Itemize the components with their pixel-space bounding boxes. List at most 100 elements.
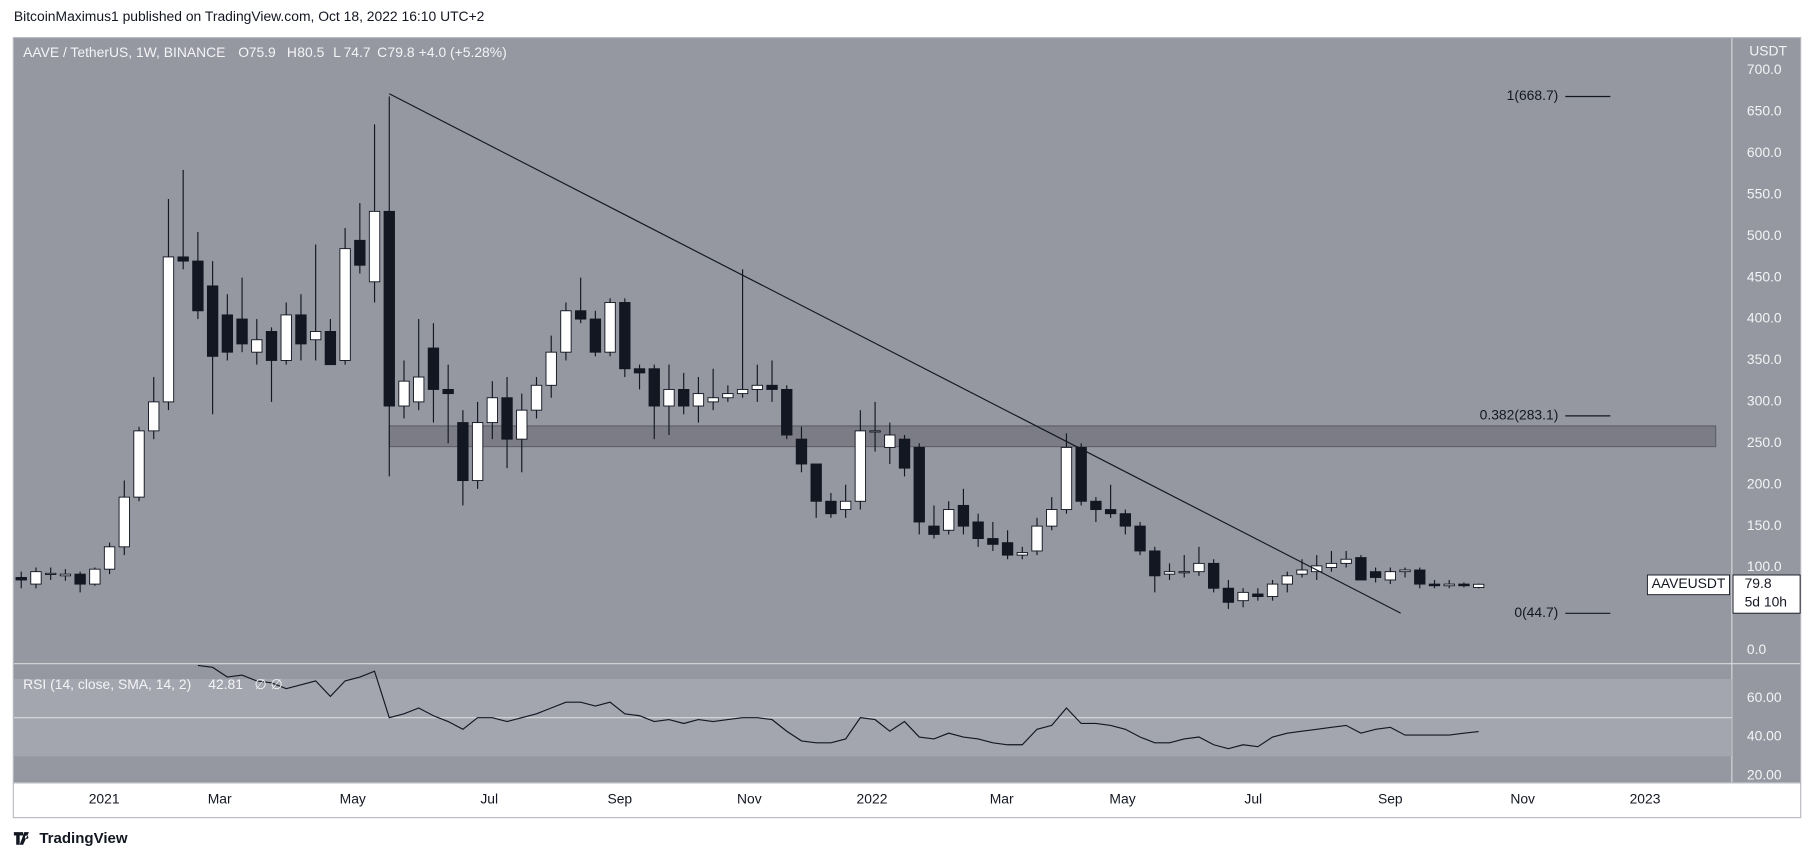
candle-body (413, 376, 425, 403)
candle-body (265, 331, 278, 361)
candle-body (236, 318, 248, 345)
candle-body (928, 525, 940, 535)
candle-body (678, 388, 690, 407)
candle-body (398, 380, 410, 407)
x-tick-label: May (340, 790, 366, 806)
candle-body (692, 393, 705, 407)
candle-body (943, 509, 955, 531)
candle-body (913, 446, 925, 523)
footer-logo (13, 832, 29, 845)
ohlc-value: 75.9 (249, 44, 276, 60)
candle-body (486, 397, 498, 424)
y-tick-label: 700.0 (1747, 61, 1782, 77)
candle-body (1325, 562, 1338, 568)
candle-body (1119, 513, 1132, 527)
ticker-box (1646, 574, 1731, 596)
candle-body (1163, 571, 1176, 575)
candle-body (1104, 509, 1117, 515)
candle-body (1472, 583, 1485, 588)
candle-body (74, 573, 86, 585)
last-price: 79.8 (1745, 575, 1772, 591)
candle-body (825, 500, 837, 515)
countdown: 5d 10h (1745, 593, 1787, 609)
candle-body (972, 521, 984, 540)
trendline (389, 93, 1401, 614)
candle-body (324, 331, 337, 366)
change-label: +4.0 (+5.28%) (419, 44, 507, 60)
candle-body (795, 438, 808, 465)
fib-label: 1(668.7) (1507, 87, 1559, 103)
x-tick-label: Mar (208, 790, 232, 806)
candle-body (295, 314, 307, 345)
y-tick-label: 500.0 (1747, 227, 1782, 243)
candle-body (663, 388, 675, 407)
candle-body (736, 388, 749, 395)
rsi-label: RSI (14, close, SMA, 14, 2) (23, 676, 191, 692)
candle-body (89, 568, 101, 585)
candle-body (854, 430, 867, 502)
ohlc-letter: H (287, 44, 297, 60)
y-tick-label: 200.0 (1747, 475, 1782, 491)
x-tick-label: Sep (1378, 790, 1403, 806)
candle-body (530, 384, 543, 411)
candle-body (1016, 552, 1028, 556)
candle-body (1178, 571, 1190, 574)
x-tick-label: Nov (1510, 790, 1535, 806)
axes: 0.050.0100.0150.0200.0250.0300.0350.0400… (89, 61, 1801, 806)
symbol-label: AAVE / TetherUS, 1W, BINANCE (23, 44, 225, 60)
candle-body (839, 500, 852, 511)
footer-brand: TradingView (39, 830, 128, 847)
candle-body (516, 409, 528, 440)
candle-body (589, 318, 602, 353)
candle-body (1281, 575, 1293, 585)
candle-body (251, 339, 263, 353)
candle-body (368, 210, 381, 283)
x-tick-label: Sep (607, 790, 632, 806)
candle-body (1414, 569, 1426, 585)
candle-body (574, 310, 587, 320)
candle-body (1060, 446, 1073, 511)
y-tick-label: 400.0 (1747, 310, 1782, 326)
rsi-tick-label: 20.00 (1747, 766, 1782, 782)
ohlc-value: 80.5 (297, 44, 324, 60)
candle-body (604, 302, 616, 353)
candle-body (1252, 593, 1264, 597)
y-tick-label: 0.0 (1747, 641, 1767, 657)
x-tick-label: Mar (990, 790, 1014, 806)
candle-body (1222, 587, 1235, 603)
candle-body (45, 572, 57, 575)
x-tick-label: 2023 (1630, 790, 1661, 806)
candle-body (1046, 509, 1058, 527)
candle-body (781, 388, 793, 436)
candle-body (898, 438, 911, 469)
candle-body (1208, 562, 1220, 589)
candle-body (1355, 557, 1367, 581)
y-tick-label: 300.0 (1747, 393, 1782, 409)
candle-body (722, 393, 734, 399)
candle-body (192, 260, 204, 312)
rsi-value: 42.81 (208, 676, 243, 692)
candle-body (633, 368, 646, 374)
candle-body (1296, 569, 1308, 575)
candle-body (1399, 569, 1411, 573)
candle-body (869, 430, 881, 433)
candle-body (162, 256, 175, 403)
candle-body (1001, 542, 1014, 556)
candle-body (471, 422, 484, 482)
ohlc-letter: O (238, 44, 249, 60)
candle-body (766, 384, 778, 390)
price-box (1732, 574, 1801, 614)
candle-body (987, 538, 999, 545)
candle-body (427, 347, 440, 390)
candle-body (545, 351, 557, 386)
candle-body (310, 331, 322, 341)
candle-body (957, 504, 970, 527)
candle-body (383, 210, 395, 407)
candle-body (1134, 525, 1146, 552)
candle-body (1075, 446, 1087, 502)
candle-body (1443, 583, 1455, 587)
candle-body (1193, 562, 1205, 573)
candle-body (148, 401, 160, 432)
